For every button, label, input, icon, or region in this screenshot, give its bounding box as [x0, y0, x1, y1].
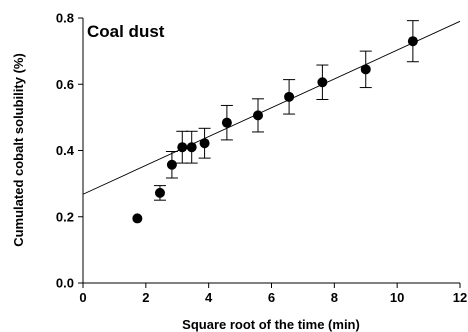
y-tick-label: 0.8 [56, 11, 74, 26]
data-point [186, 142, 197, 153]
error-bars [153, 20, 419, 201]
data-point [360, 64, 371, 75]
data-point [132, 213, 143, 224]
y-tick-label: 0.0 [56, 276, 74, 291]
x-tick-label: 0 [79, 290, 86, 305]
x-tick-label: 2 [142, 290, 149, 305]
trendline-group [82, 20, 461, 195]
data-point [154, 187, 165, 198]
data-point [221, 117, 232, 128]
data-point [166, 159, 177, 170]
data-point [199, 138, 210, 149]
x-tick-label: 10 [390, 290, 404, 305]
data-point [284, 91, 295, 102]
x-tick-label: 12 [453, 290, 467, 305]
y-tick-label: 0.4 [56, 143, 75, 158]
data-point [407, 36, 418, 47]
x-tick-label: 6 [268, 290, 275, 305]
ticks: 0 2 4 6 8 10 12 0.0 0.2 0.4 0.6 0.8 [56, 11, 467, 306]
x-tick-label: 4 [205, 290, 213, 305]
data-points [132, 36, 418, 224]
axes [82, 18, 460, 284]
data-point [177, 142, 188, 153]
y-axis-label: Cumulated cobalt solubility (%) [11, 53, 26, 247]
trendline [82, 20, 461, 195]
data-point [252, 110, 263, 121]
data-point [317, 77, 328, 88]
y-tick-label: 0.2 [56, 209, 74, 224]
y-tick-label: 0.6 [56, 77, 74, 92]
chart-title: Coal dust [87, 22, 165, 41]
x-tick-label: 8 [331, 290, 338, 305]
x-axis-label: Square root of the time (min) [182, 317, 360, 332]
